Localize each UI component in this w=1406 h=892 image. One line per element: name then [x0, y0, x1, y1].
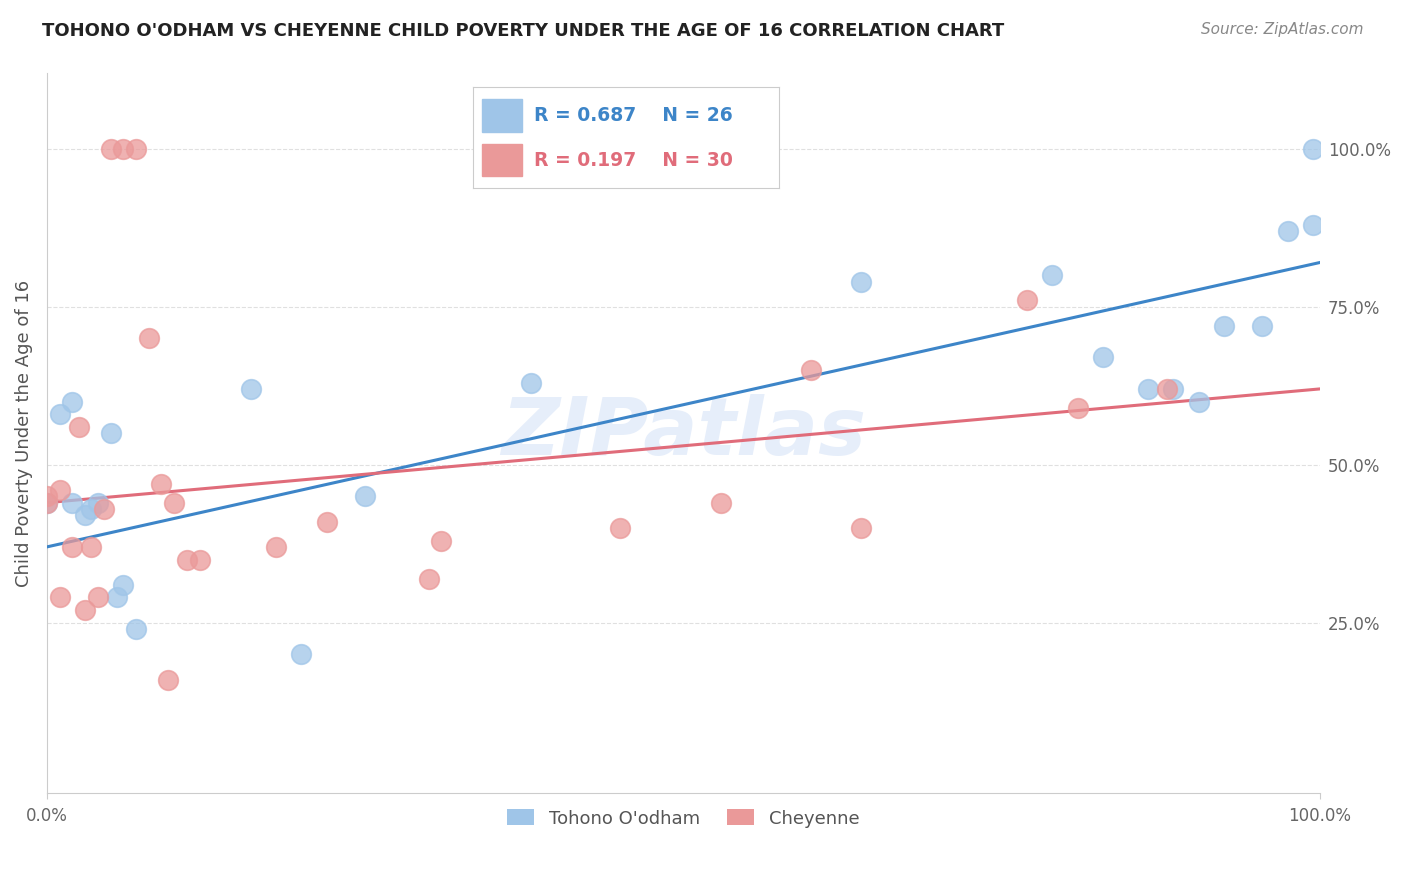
Point — [87, 591, 110, 605]
Point — [105, 591, 128, 605]
Point — [35, 496, 58, 510]
Point — [1161, 382, 1184, 396]
Point — [430, 533, 453, 548]
Point — [519, 376, 541, 390]
Point — [1302, 218, 1324, 232]
Point — [316, 515, 339, 529]
Point — [163, 496, 186, 510]
Point — [1302, 142, 1324, 156]
Point — [87, 496, 110, 510]
Point — [100, 142, 122, 156]
Point — [851, 275, 873, 289]
Point — [125, 622, 148, 636]
Text: ZIPatlas: ZIPatlas — [501, 394, 866, 472]
Point — [239, 382, 262, 396]
Point — [35, 489, 58, 503]
Point — [418, 572, 440, 586]
Point — [48, 407, 70, 421]
Point — [1277, 224, 1299, 238]
Point — [150, 476, 173, 491]
Point — [1067, 401, 1090, 415]
Point — [67, 420, 90, 434]
Point — [290, 648, 312, 662]
Point — [75, 603, 97, 617]
Point — [60, 496, 83, 510]
Point — [93, 502, 115, 516]
Point — [710, 496, 733, 510]
Point — [1040, 268, 1063, 283]
Point — [112, 578, 135, 592]
Text: Source: ZipAtlas.com: Source: ZipAtlas.com — [1201, 22, 1364, 37]
Point — [799, 363, 821, 377]
Point — [80, 540, 103, 554]
Point — [48, 483, 70, 497]
Point — [60, 540, 83, 554]
Point — [80, 502, 103, 516]
Point — [125, 142, 148, 156]
Point — [112, 142, 135, 156]
Point — [851, 521, 873, 535]
Point — [75, 508, 97, 523]
Text: TOHONO O'ODHAM VS CHEYENNE CHILD POVERTY UNDER THE AGE OF 16 CORRELATION CHART: TOHONO O'ODHAM VS CHEYENNE CHILD POVERTY… — [42, 22, 1004, 40]
Point — [1092, 351, 1115, 365]
Point — [138, 331, 160, 345]
Point — [188, 552, 211, 566]
Point — [1156, 382, 1178, 396]
Point — [354, 489, 377, 503]
Y-axis label: Child Poverty Under the Age of 16: Child Poverty Under the Age of 16 — [15, 279, 32, 587]
Point — [1188, 394, 1211, 409]
Point — [609, 521, 631, 535]
Point — [1015, 293, 1038, 308]
Legend: Tohono O'odham, Cheyenne: Tohono O'odham, Cheyenne — [501, 802, 866, 835]
Point — [1213, 318, 1236, 333]
Point — [1136, 382, 1159, 396]
Point — [264, 540, 287, 554]
Point — [35, 496, 58, 510]
Point — [176, 552, 198, 566]
Point — [100, 426, 122, 441]
Point — [48, 591, 70, 605]
Point — [1251, 318, 1274, 333]
Point — [156, 673, 179, 687]
Point — [60, 394, 83, 409]
